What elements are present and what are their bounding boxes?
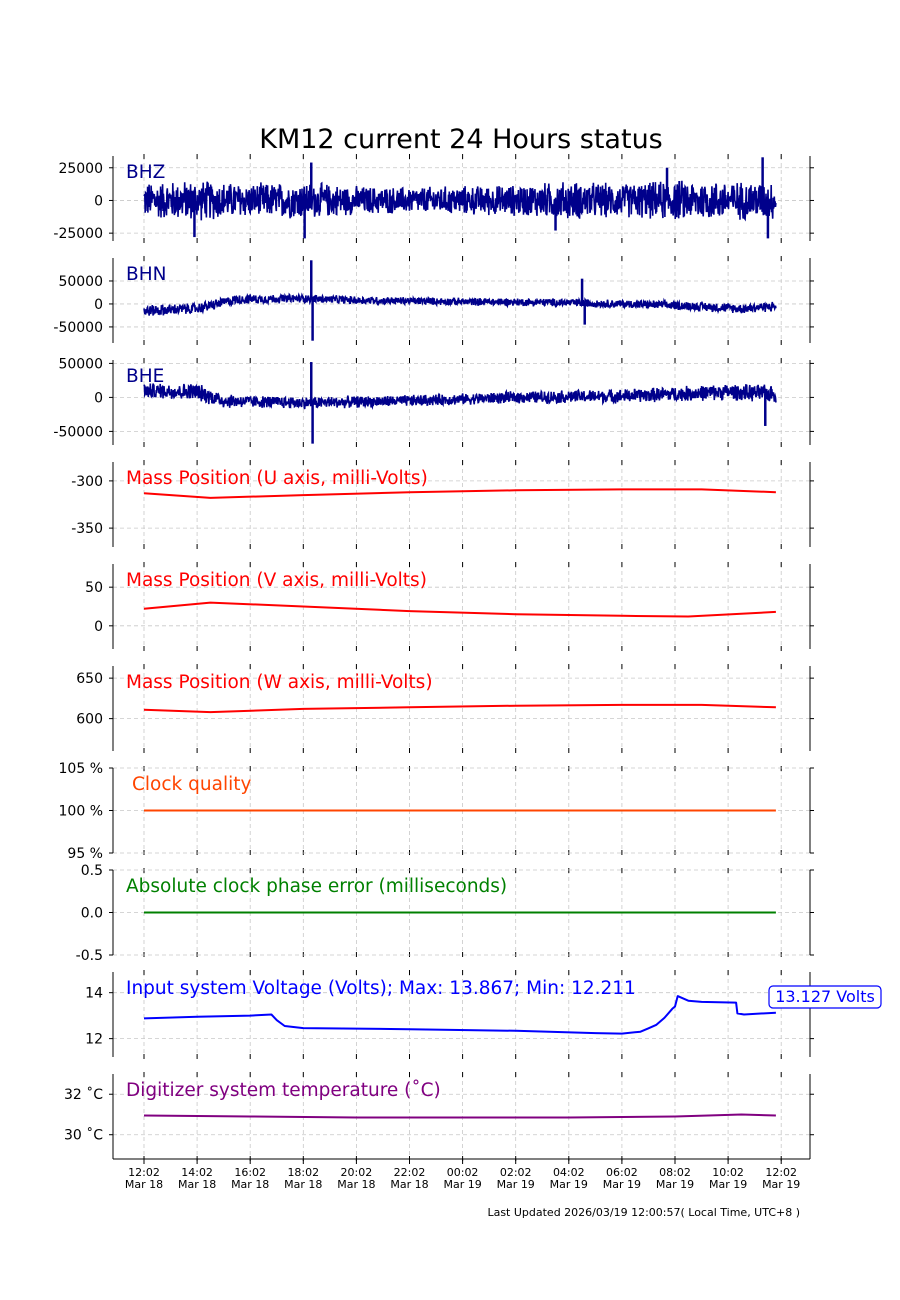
x-tick-time: 12:02 (128, 1166, 160, 1179)
series-line (143, 292, 777, 316)
x-tick-date: Mar 19 (443, 1178, 481, 1191)
panel-10: 32 ˚C 30 ˚C Digitizer system temperature (… (64, 1072, 814, 1161)
x-tick-time: 08:02 (659, 1166, 691, 1179)
x-tick-date: Mar 19 (603, 1178, 641, 1191)
y-tick-label: 14 (85, 986, 103, 1002)
panel-2: 50000 0 -50000 BHN (53, 256, 814, 345)
y-tick-label: 0 (94, 390, 103, 406)
series-line (143, 383, 777, 410)
x-tick-date: Mar 18 (231, 1178, 269, 1191)
x-tick-date: Mar 19 (497, 1178, 535, 1191)
x-tick-date: Mar 19 (709, 1178, 747, 1191)
x-tick-date: Mar 18 (125, 1178, 163, 1191)
figure-title: KM12 current 24 Hours status (259, 124, 663, 155)
y-tick-label: 32 ˚C (64, 1086, 103, 1103)
x-tick-time: 20:02 (341, 1166, 373, 1179)
x-tick-date: Mar 19 (656, 1178, 694, 1191)
x-tick-date: Mar 18 (390, 1178, 428, 1191)
y-tick-label: 30 ˚C (64, 1127, 103, 1144)
y-tick-label: -300 (71, 474, 103, 490)
x-tick-time: 16:02 (234, 1166, 266, 1179)
x-tick-date: Mar 18 (178, 1178, 216, 1191)
x-tick-date: Mar 18 (337, 1178, 375, 1191)
y-tick-label: 50 (85, 580, 103, 596)
series-line (143, 703, 776, 714)
x-tick-time: 00:02 (447, 1166, 479, 1179)
y-tick-label: 25000 (58, 161, 103, 177)
last-updated-footer: Last Updated 2026/03/19 12:00:57( Local … (487, 1206, 800, 1219)
y-tick-label: -25000 (53, 226, 103, 242)
y-tick-label: 0 (94, 297, 103, 313)
series-line (143, 1113, 776, 1119)
x-tick-date: Mar 19 (762, 1178, 800, 1191)
panel-label: Mass Position (V axis, milli-Volts) (126, 570, 427, 591)
y-tick-label: -350 (71, 521, 103, 537)
y-tick-label: 100 % (59, 804, 103, 820)
panel-label: BHZ (126, 162, 165, 183)
y-tick-label: -50000 (53, 424, 103, 440)
annotation-text: 13.127 Volts (775, 987, 875, 1006)
panel-label: Input system Voltage (Volts); Max: 13.86… (126, 978, 636, 999)
panels: 25000 0 -25000 BHZ 50000 0 -50000 BHN 50000 0 -500… (53, 154, 882, 1161)
y-tick-label: 50000 (58, 274, 103, 290)
panel-label: Digitizer system temperature (˚C) (126, 1080, 441, 1101)
y-tick-label: 0.0 (81, 906, 103, 922)
series-line (143, 601, 776, 618)
x-tick-time: 06:02 (606, 1166, 638, 1179)
x-tick-time: 18:02 (287, 1166, 319, 1179)
y-tick-label: 600 (76, 712, 103, 728)
y-tick-label: 0 (94, 619, 103, 635)
annotation-box (768, 985, 882, 1009)
x-tick-time: 02:02 (500, 1166, 532, 1179)
y-tick-label: 650 (76, 671, 103, 687)
y-tick-label: -0.5 (76, 948, 103, 964)
x-tick-time: 04:02 (553, 1166, 585, 1179)
panel-label: BHN (126, 264, 166, 285)
series-line (143, 488, 776, 499)
y-tick-label: 0 (94, 193, 103, 209)
panel-8: 0.5 0.0 -0.5 Absolute clock phase error (mi… (76, 863, 814, 964)
panel-9: 14 12 Input system Voltage (Volts); Max: 1… (85, 970, 882, 1059)
x-tick-time: 14:02 (181, 1166, 213, 1179)
panel-7: 105 % 100 % 95 % Clock quality (59, 761, 814, 862)
panel-3: 50000 0 -50000 BHE (53, 356, 814, 447)
y-tick-label: 95 % (67, 846, 103, 862)
panel-1: 25000 0 -25000 BHZ (53, 154, 814, 243)
y-tick-label: 0.5 (81, 863, 103, 879)
y-tick-label: 50000 (58, 356, 103, 372)
panel-5: 50 0 Mass Position (V axis, milli-Volts) (85, 562, 814, 651)
x-tick-time: 12:02 (765, 1166, 797, 1179)
panel-label: Mass Position (W axis, milli-Volts) (126, 672, 433, 693)
panel-6: 650 600 Mass Position (W axis, milli-Volts… (76, 664, 814, 753)
x-tick-date: Mar 18 (284, 1178, 322, 1191)
panel-label: Clock quality (132, 774, 251, 795)
x-tick-time: 10:02 (712, 1166, 744, 1179)
series-line (143, 995, 776, 1035)
y-tick-label: 105 % (59, 761, 103, 777)
x-tick-time: 22:02 (394, 1166, 426, 1179)
panel-label: Absolute clock phase error (milliseconds… (126, 876, 507, 897)
panel-label: BHE (126, 366, 164, 387)
y-tick-label: 12 (85, 1032, 103, 1048)
y-tick-label: -50000 (53, 320, 103, 336)
x-tick-date: Mar 19 (550, 1178, 588, 1191)
panel-label: Mass Position (U axis, milli-Volts) (126, 468, 428, 489)
series-line (143, 180, 777, 222)
panel-4: -300 -350 Mass Position (U axis, milli-Vol… (71, 460, 814, 549)
